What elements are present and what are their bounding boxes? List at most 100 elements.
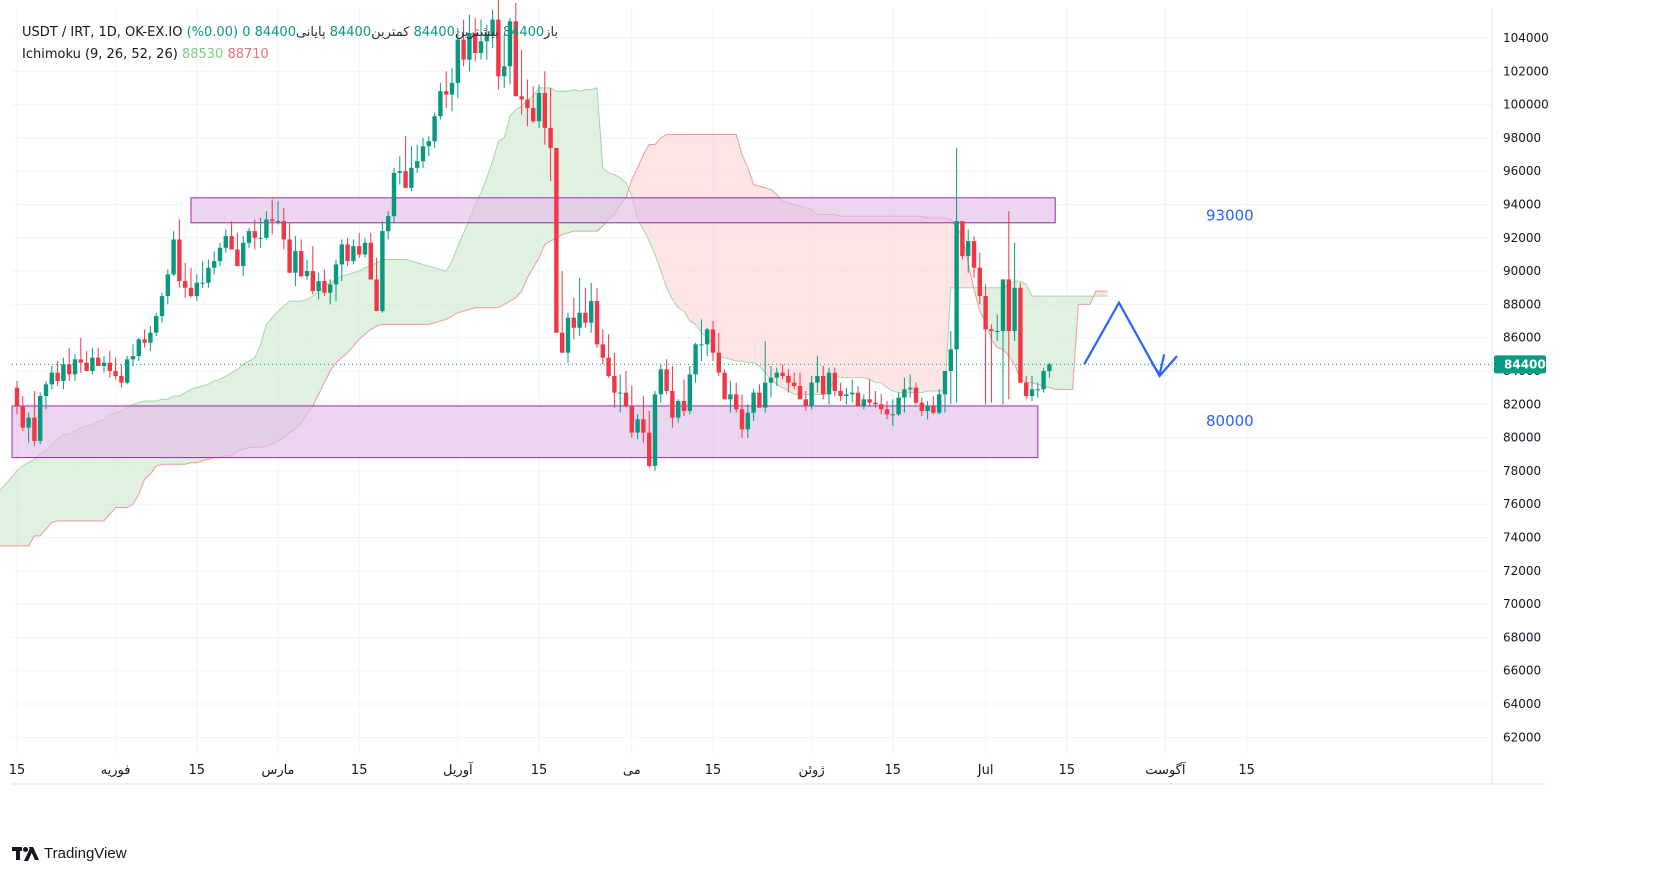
cloud-segment — [759, 186, 766, 373]
cloud-segment — [707, 134, 713, 345]
cloud-segment — [910, 216, 916, 393]
candle-body — [333, 264, 339, 285]
cloud-segment — [51, 439, 58, 523]
candle-body — [884, 409, 890, 415]
candle-body — [577, 312, 582, 328]
candle-body — [258, 237, 263, 239]
legend-ohlc-line: USDT / IRT, 1D, OK-EX.IO باز84400 بیشتری… — [22, 22, 558, 44]
cloud-segment — [434, 267, 441, 323]
candle-body — [444, 91, 449, 95]
ohlc-high-value: 84400 — [413, 25, 455, 40]
cloud-segment — [829, 214, 835, 393]
candle-body — [484, 34, 489, 42]
candle-body — [716, 352, 721, 373]
candle-body — [792, 382, 797, 386]
cloud-segment — [22, 462, 29, 546]
candle-body — [159, 296, 165, 317]
ohlc-close-label: پایانی — [295, 25, 326, 40]
cloud-segment — [579, 89, 586, 232]
candle-body — [43, 384, 49, 396]
cloud-segment — [684, 134, 690, 322]
ohlc-close-value: 84400 — [254, 25, 296, 40]
ohlc-low: کمترین84400 — [330, 25, 410, 40]
indicator-value-span-b: 88710 — [227, 47, 269, 62]
cloud-segment — [469, 204, 476, 310]
cloud-segment — [324, 282, 331, 383]
zone-label-93000: 93000 — [1206, 206, 1254, 224]
candle-body — [838, 390, 843, 396]
cloud-segment — [1032, 296, 1038, 385]
cloud-segment — [689, 134, 696, 325]
time-axis[interactable]: 15 فوریه 15 مارس 15 آوریل 15 می 15 ژوئن 15 Jul 15 آگو… — [9, 761, 1546, 785]
candle-body — [832, 372, 837, 391]
candle-body — [32, 417, 37, 441]
price-axis[interactable]: 62000 64000 66000 68000 70000 72000 74000 76000… — [1491, 8, 1549, 784]
candle-body — [449, 82, 455, 95]
cloud-segment — [46, 444, 52, 530]
candle-body — [507, 21, 513, 67]
candle-body — [983, 296, 988, 330]
candle-body — [14, 387, 20, 406]
candle-body — [867, 399, 872, 403]
candle-body — [971, 241, 977, 268]
cloud-segment — [521, 99, 528, 292]
cloud-segment — [34, 454, 41, 536]
cloud-segment — [486, 161, 493, 308]
cloud-segment — [585, 89, 592, 232]
candle-body — [473, 32, 478, 53]
price-change: 0 (0.00%) — [186, 25, 251, 40]
price-tick-label: 62000 — [1503, 730, 1541, 744]
cloud-segment — [869, 216, 876, 383]
candle-body — [873, 402, 878, 405]
cloud-segment — [817, 214, 824, 395]
candle-body — [304, 271, 310, 277]
candle-body — [130, 356, 136, 360]
ichimoku-cloud — [0, 87, 1108, 547]
cloud-segment — [289, 301, 296, 433]
zone-rect-2 — [11, 405, 1039, 459]
candle-body — [780, 372, 785, 377]
candle-body — [386, 216, 391, 232]
cloud-segment — [718, 134, 725, 358]
price-tick-label: 92000 — [1503, 231, 1541, 245]
candle-body — [995, 331, 1000, 333]
cloud-segment — [875, 216, 882, 383]
zone-label-80000: 80000 — [1206, 412, 1254, 430]
cloud-segment — [347, 272, 354, 353]
ohlc-close: پایانی84400 — [255, 25, 326, 40]
candle-body — [78, 359, 83, 363]
candle-body — [919, 402, 924, 411]
cloud-segment — [1049, 296, 1056, 390]
candle-body — [368, 242, 373, 280]
cloud-segment — [295, 301, 302, 430]
time-tick-label: آگوست — [1145, 761, 1187, 778]
cloud-segment — [307, 296, 313, 415]
candle-body — [20, 405, 25, 428]
ohlc-low-value: 84400 — [329, 25, 372, 40]
symbol-label[interactable]: USDT / IRT, 1D, OK-EX.IO — [22, 25, 183, 40]
cloud-segment — [318, 286, 325, 395]
time-tick-label: 15 — [351, 763, 368, 778]
indicator-name[interactable]: Ichimoku (9, 26, 52, 26) — [22, 47, 178, 62]
tradingview-brand[interactable]: TradingView — [12, 845, 127, 862]
candle-body — [699, 344, 704, 346]
candle-body — [438, 91, 443, 117]
candle-body — [786, 376, 791, 383]
time-tick-label: 15 — [189, 763, 206, 778]
cloud-segment — [411, 261, 418, 325]
candle-body — [536, 92, 542, 122]
ohlc-high: بیشترین84400 — [414, 25, 499, 40]
candle-body — [426, 141, 431, 147]
cloud-segment — [753, 184, 760, 367]
candle-body — [1029, 389, 1035, 396]
candle-body — [287, 239, 292, 273]
time-tick-label: مارس — [261, 763, 294, 778]
candle-body — [316, 281, 321, 292]
candle-body — [739, 409, 745, 430]
candle-body — [409, 167, 414, 188]
candle-body — [397, 171, 402, 173]
candle-body — [328, 284, 333, 293]
cloud-segment — [794, 204, 800, 395]
